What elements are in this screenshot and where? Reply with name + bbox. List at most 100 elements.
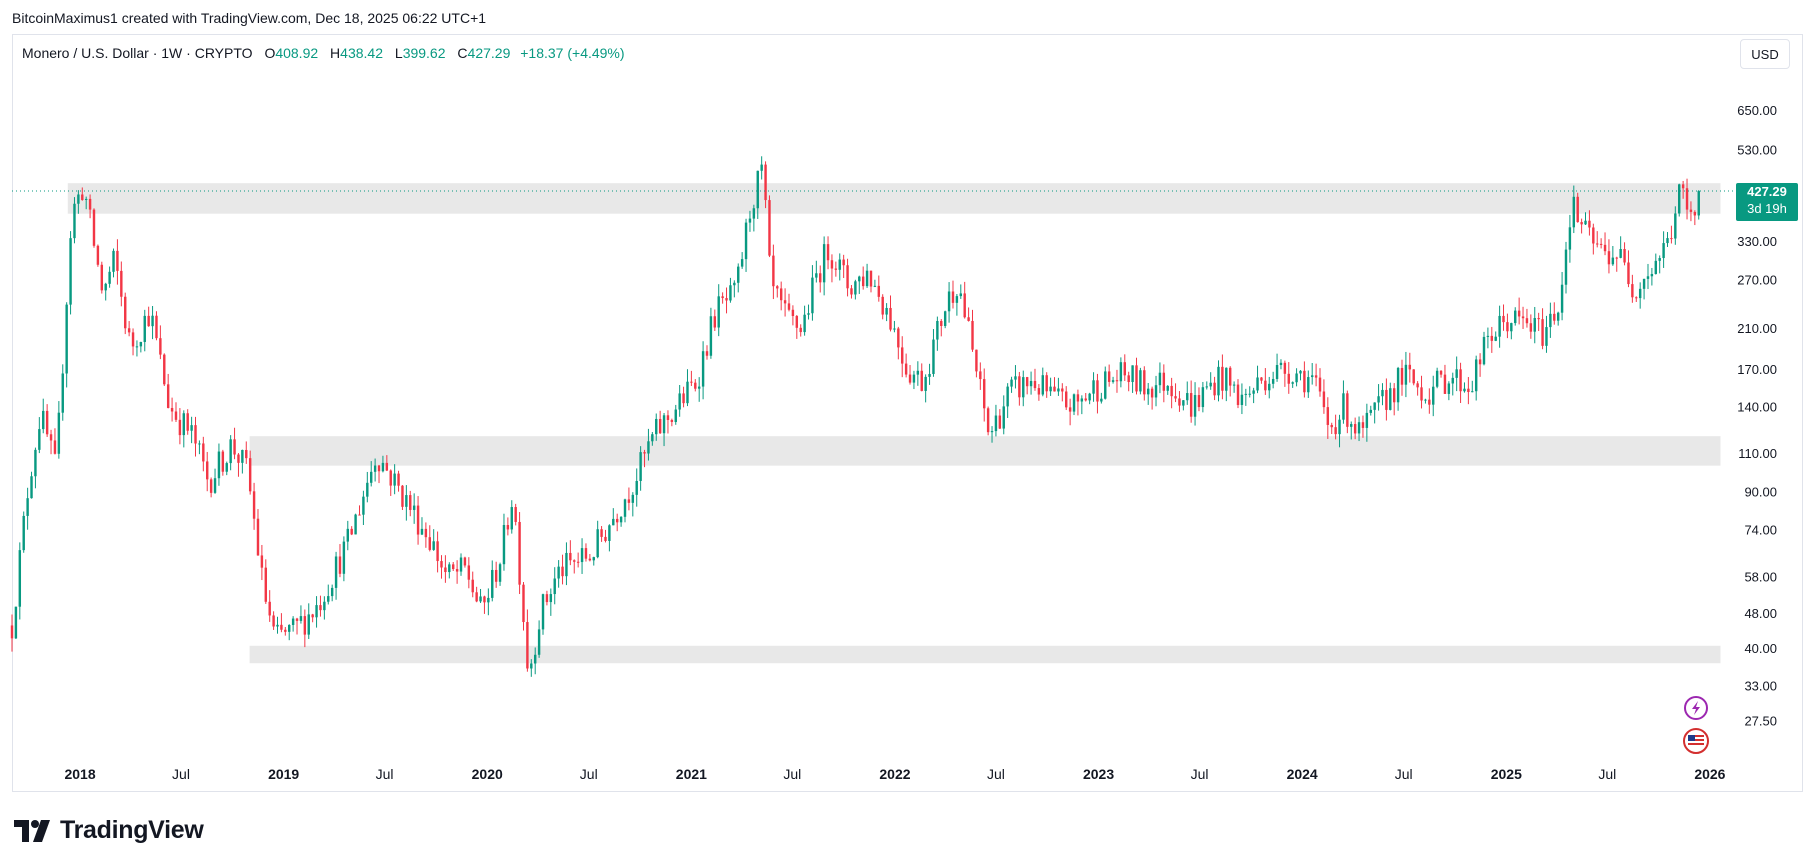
candle[interactable] <box>225 461 228 476</box>
candle[interactable] <box>975 349 978 378</box>
candle[interactable] <box>721 292 724 304</box>
candle[interactable] <box>1182 399 1185 411</box>
candle[interactable] <box>1603 232 1607 256</box>
candle[interactable] <box>807 304 810 320</box>
tradingview-logo[interactable]: TradingView <box>14 816 204 845</box>
candle[interactable] <box>561 554 564 585</box>
candle[interactable] <box>1291 381 1294 388</box>
candle[interactable] <box>963 281 966 319</box>
candle[interactable] <box>1303 361 1306 398</box>
candle[interactable] <box>373 458 377 482</box>
candle[interactable] <box>1693 210 1697 226</box>
candle[interactable] <box>830 254 834 283</box>
candle[interactable] <box>1166 385 1169 395</box>
candle[interactable] <box>1213 376 1216 401</box>
candle[interactable] <box>194 416 197 457</box>
candle[interactable] <box>1439 370 1443 378</box>
candle[interactable] <box>1061 383 1064 402</box>
candle[interactable] <box>88 194 92 219</box>
candle[interactable] <box>1537 312 1540 332</box>
candle[interactable] <box>1084 393 1087 402</box>
candle[interactable] <box>924 374 927 403</box>
candle[interactable] <box>1287 362 1290 394</box>
candle[interactable] <box>420 517 424 536</box>
candle[interactable] <box>834 261 838 277</box>
candle[interactable] <box>377 464 381 484</box>
candle[interactable] <box>854 279 857 300</box>
candle[interactable] <box>1592 223 1595 255</box>
candle[interactable] <box>744 218 748 272</box>
candle[interactable] <box>1361 415 1365 438</box>
candle[interactable] <box>1541 308 1544 350</box>
candle[interactable] <box>1599 238 1603 249</box>
candle[interactable] <box>576 552 580 568</box>
candle[interactable] <box>865 263 869 288</box>
candle[interactable] <box>779 281 783 311</box>
candle[interactable] <box>1014 365 1017 389</box>
candle[interactable] <box>811 265 814 321</box>
candle[interactable] <box>1506 313 1509 339</box>
candle[interactable] <box>1209 372 1212 390</box>
candle[interactable] <box>1396 366 1400 411</box>
candle[interactable] <box>1275 353 1279 382</box>
candle[interactable] <box>311 613 314 623</box>
candle[interactable] <box>604 529 607 543</box>
candle[interactable] <box>1080 395 1084 415</box>
candle[interactable] <box>1638 282 1642 309</box>
candle[interactable] <box>1697 190 1700 220</box>
candle[interactable] <box>288 624 291 641</box>
candle[interactable] <box>729 277 732 303</box>
candle[interactable] <box>241 449 244 474</box>
candle[interactable] <box>299 605 303 624</box>
candle[interactable] <box>565 542 568 586</box>
candle[interactable] <box>1146 382 1150 405</box>
candle[interactable] <box>526 609 529 672</box>
candle[interactable] <box>108 266 111 288</box>
candle[interactable] <box>1252 387 1255 404</box>
candle[interactable] <box>1318 368 1322 397</box>
candle[interactable] <box>1674 206 1677 245</box>
candle[interactable] <box>1283 360 1287 387</box>
candle[interactable] <box>1170 377 1173 409</box>
candle[interactable] <box>264 559 268 604</box>
candle[interactable] <box>81 187 84 201</box>
candle[interactable] <box>174 402 178 423</box>
candle[interactable] <box>104 282 107 301</box>
candle[interactable] <box>897 326 900 360</box>
candle[interactable] <box>338 544 342 578</box>
candle[interactable] <box>1053 377 1056 392</box>
candle[interactable] <box>822 236 826 296</box>
candle[interactable] <box>229 435 232 471</box>
candle[interactable] <box>459 553 463 576</box>
candle[interactable] <box>733 280 736 298</box>
candle[interactable] <box>1178 391 1181 412</box>
candle[interactable] <box>1357 416 1361 442</box>
candle[interactable] <box>233 427 236 460</box>
candle[interactable] <box>389 469 392 496</box>
candle[interactable] <box>947 282 951 323</box>
candle[interactable] <box>1533 306 1536 344</box>
candle[interactable] <box>14 606 18 640</box>
candle[interactable] <box>1232 381 1236 393</box>
candle[interactable] <box>826 236 830 270</box>
candle[interactable] <box>1377 384 1380 411</box>
candle[interactable] <box>1268 376 1271 399</box>
candle[interactable] <box>1455 356 1458 392</box>
candle[interactable] <box>846 258 849 297</box>
candle[interactable] <box>1662 231 1665 268</box>
candle[interactable] <box>163 353 166 387</box>
candle[interactable] <box>1486 327 1490 349</box>
candle[interactable] <box>245 441 248 464</box>
candle[interactable] <box>842 254 845 279</box>
candle[interactable] <box>178 408 182 445</box>
candle[interactable] <box>737 263 740 293</box>
candle[interactable] <box>1432 375 1435 417</box>
candle[interactable] <box>967 307 970 322</box>
lightning-icon[interactable] <box>1684 696 1708 720</box>
candle[interactable] <box>73 197 76 244</box>
candle[interactable] <box>506 517 510 536</box>
candle[interactable] <box>1670 225 1673 244</box>
candle[interactable] <box>498 562 502 586</box>
candle[interactable] <box>1681 180 1685 199</box>
candle[interactable] <box>1049 377 1052 396</box>
